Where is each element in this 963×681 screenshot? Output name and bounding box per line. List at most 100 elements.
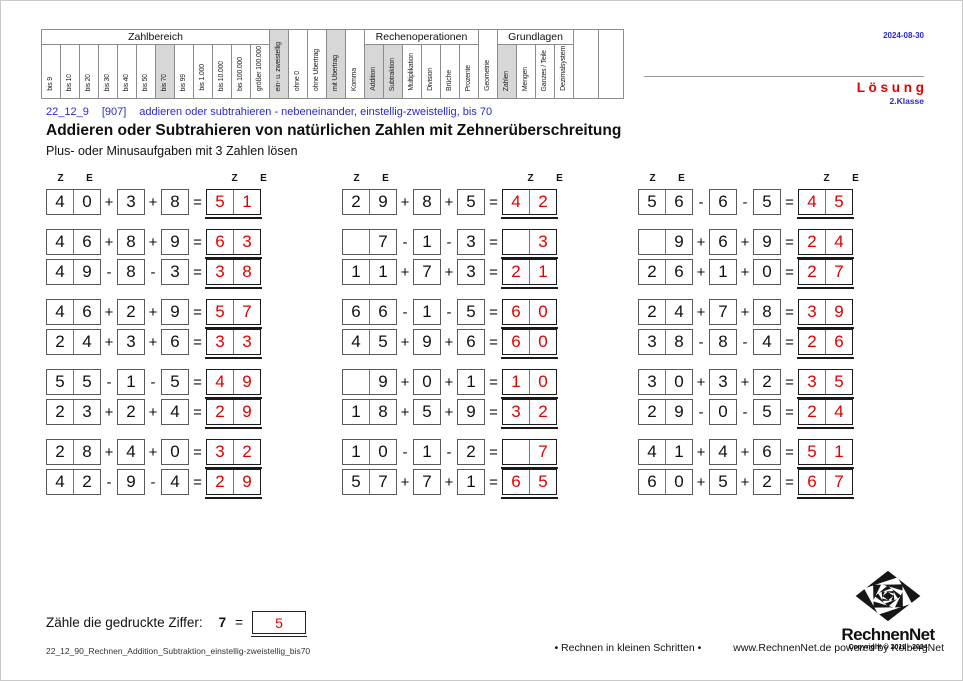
operator-sign: + (400, 373, 410, 391)
category-cell-row: bis 9 bis 10 bis 20 bis 30 bis 40 bis 50 bis 7… (41, 43, 624, 100)
category-cell-label: Addition (370, 67, 378, 92)
operator-sign: - (150, 373, 156, 391)
operand-box: 3 (709, 369, 737, 395)
operator-sign: - (402, 303, 408, 321)
operator-sign: + (400, 473, 410, 491)
operand-box: 6 (709, 229, 737, 255)
tens-label: Z (823, 173, 830, 184)
ones-label: E (86, 173, 93, 184)
equals-sign: = (489, 193, 498, 211)
operand-two-digit-box: 7 (342, 229, 397, 255)
category-cell: bis 10 (60, 43, 80, 100)
operand-box: 8 (161, 189, 189, 215)
operator-sign: + (696, 263, 706, 281)
ones-label: E (852, 173, 859, 184)
operand-box: 9 (117, 469, 145, 495)
equals-sign: = (785, 333, 794, 351)
category-cell: bis 20 (79, 43, 99, 100)
equals-sign: = (235, 615, 243, 630)
operand-two-digit-box: 9 (342, 369, 397, 395)
equals-sign: = (785, 373, 794, 391)
operand-box: 2 (753, 469, 781, 495)
operator-sign: + (104, 403, 114, 421)
operand-box: 3 (457, 229, 485, 255)
equals-sign: = (193, 473, 202, 491)
operand-box: 2 (117, 399, 145, 425)
operator-sign: - (698, 333, 704, 351)
category-cell: größer 100.000 (250, 43, 270, 100)
category-table: Zahlbereich ein- u. zweistellig ohne 0 ohne… (41, 28, 624, 100)
equals-sign: = (193, 403, 202, 421)
operand-box: 5 (709, 469, 737, 495)
ones-label: E (260, 173, 267, 184)
operand-box: 2 (117, 299, 145, 325)
count-task-digit: 7 (218, 615, 227, 630)
count-task-label: Zähle die gedruckte Ziffer: (46, 615, 203, 630)
category-cell: Prozente (459, 43, 479, 100)
topic-id: 22_12_9 (46, 106, 89, 118)
category-group-header: Grundlagen (497, 29, 574, 45)
equals-sign: = (193, 263, 202, 281)
operator-sign: + (104, 443, 114, 461)
operator-sign: - (150, 263, 156, 281)
topic-line: 22_12_9 [907] addieren oder subtrahieren… (46, 106, 621, 118)
operator-sign: - (402, 443, 408, 461)
operator-sign: - (446, 233, 452, 251)
equals-sign: = (489, 333, 498, 351)
operand-box: 6 (709, 189, 737, 215)
operator-sign: + (740, 473, 750, 491)
category-cell-label: Division (427, 68, 435, 92)
category-cell: Brüche (440, 43, 460, 100)
category-cell-label: größer 100.000 (256, 46, 264, 92)
category-cell-label: Komma (351, 67, 359, 92)
category-cell: bis 50 (136, 43, 156, 100)
spiral-logo-icon (855, 570, 921, 622)
category-cell-label: Dezimalsystem (560, 46, 568, 92)
operand-box: 9 (753, 229, 781, 255)
footer-site: www.RechnenNet.de powered by KolbergNet (733, 642, 944, 654)
operator-sign: + (696, 233, 706, 251)
operator-sign: + (400, 333, 410, 351)
operator-sign: + (696, 473, 706, 491)
divider-line (644, 76, 924, 77)
operator-sign: + (696, 443, 706, 461)
operand-box: 7 (413, 469, 441, 495)
operator-sign: + (740, 263, 750, 281)
category-cell (573, 28, 599, 100)
category-cell-label: ohne 0 (294, 70, 302, 92)
equals-sign: = (193, 193, 202, 211)
operand-box: 8 (709, 329, 737, 355)
operator-sign: + (444, 373, 454, 391)
problem-row: 7 - 1 - 3 = 3 (342, 229, 597, 259)
equals-sign: = (193, 233, 202, 251)
equals-sign: = (489, 233, 498, 251)
operand-box: 2 (753, 369, 781, 395)
operator-sign: + (104, 333, 114, 351)
ones-label: E (556, 173, 563, 184)
equals-sign: = (489, 263, 498, 281)
operator-sign: + (104, 233, 114, 251)
operator-sign: - (106, 263, 112, 281)
